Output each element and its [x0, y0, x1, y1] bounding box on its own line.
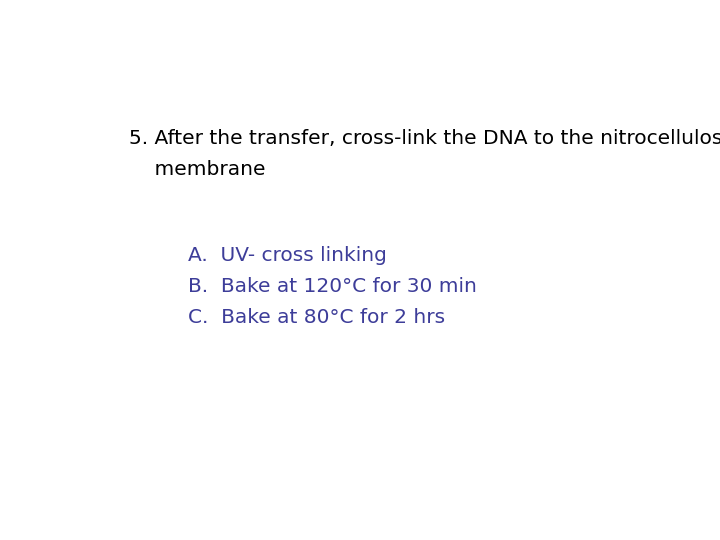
Text: 5. After the transfer, cross-link the DNA to the nitrocellulose: 5. After the transfer, cross-link the DN…	[129, 129, 720, 149]
Text: C.  Bake at 80°C for 2 hrs: C. Bake at 80°C for 2 hrs	[188, 308, 445, 327]
Text: B.  Bake at 120°C for 30 min: B. Bake at 120°C for 30 min	[188, 277, 477, 296]
Text: A.  UV- cross linking: A. UV- cross linking	[188, 246, 387, 265]
Text: membrane: membrane	[129, 160, 266, 179]
